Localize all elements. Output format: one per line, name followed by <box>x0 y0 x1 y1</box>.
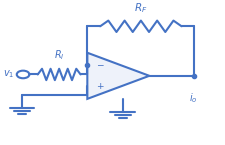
Text: $R_F$: $R_F$ <box>134 1 147 15</box>
Text: $i_o$: $i_o$ <box>188 91 197 105</box>
Polygon shape <box>87 53 149 99</box>
Text: $v_1$: $v_1$ <box>3 69 14 80</box>
Text: +: + <box>96 82 104 91</box>
Text: −: − <box>96 61 104 70</box>
Text: $R_I$: $R_I$ <box>54 48 64 62</box>
